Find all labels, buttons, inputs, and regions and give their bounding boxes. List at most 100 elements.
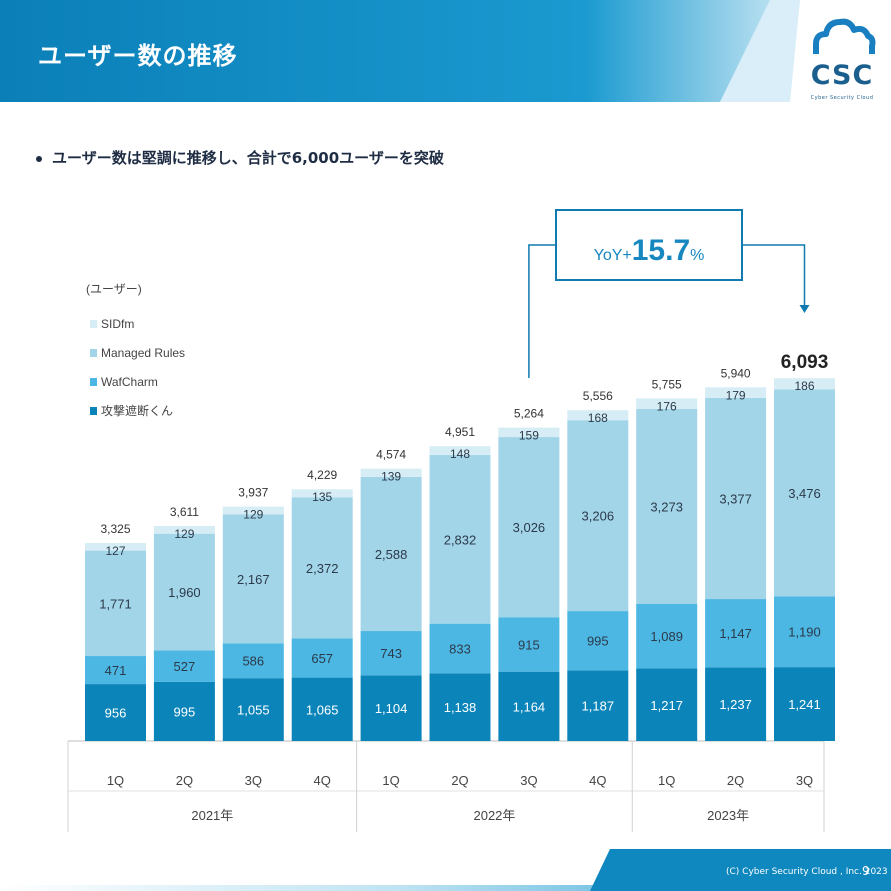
data-label-wafcharm: 833 bbox=[449, 641, 471, 656]
total-label: 5,264 bbox=[514, 407, 544, 421]
bar-segment-sidfm bbox=[85, 543, 146, 551]
data-label-sidfm: 127 bbox=[105, 544, 125, 558]
bar-segment-attack-block bbox=[360, 675, 422, 741]
legend-unit-label: (ユーザー) bbox=[86, 282, 142, 296]
total-label: 3,325 bbox=[100, 522, 130, 536]
bar-segment-sidfm bbox=[222, 506, 284, 515]
x-tick-label: 1Q bbox=[382, 773, 399, 788]
x-tick-label: 3Q bbox=[520, 773, 537, 788]
legend-item-label: 攻撃遮断くん bbox=[101, 403, 173, 418]
data-label-wafcharm: 743 bbox=[380, 646, 402, 661]
data-label-sidfm: 135 bbox=[312, 490, 332, 504]
data-label-attack-block: 1,104 bbox=[375, 701, 408, 716]
data-label-wafcharm: 1,190 bbox=[788, 625, 821, 640]
data-label-managed-rules: 2,588 bbox=[375, 547, 408, 562]
data-label-wafcharm: 586 bbox=[242, 654, 264, 669]
total-label: 3,937 bbox=[238, 486, 268, 500]
x-tick-label: 1Q bbox=[107, 773, 124, 788]
data-label-wafcharm: 915 bbox=[518, 637, 540, 652]
bar-segment-managed-rules bbox=[85, 550, 146, 657]
bar-segment-attack-block bbox=[222, 678, 284, 741]
bar-segment-managed-rules bbox=[291, 497, 353, 639]
data-label-attack-block: 1,241 bbox=[788, 697, 821, 712]
data-label-attack-block: 1,187 bbox=[582, 699, 615, 714]
bar-segment-managed-rules bbox=[567, 420, 629, 612]
data-label-managed-rules: 3,476 bbox=[788, 486, 821, 501]
yoy-arrow-icon bbox=[799, 305, 810, 313]
bar-segment-sidfm bbox=[153, 526, 215, 534]
legend-swatch bbox=[90, 320, 97, 328]
bar-segment-managed-rules bbox=[705, 397, 767, 600]
year-group-label: 2022年 bbox=[473, 808, 515, 823]
data-label-wafcharm: 995 bbox=[587, 634, 609, 649]
bar-segment-attack-block bbox=[291, 677, 353, 741]
bar-segment-wafcharm bbox=[291, 638, 353, 678]
bar-segment-sidfm bbox=[360, 468, 422, 477]
copyright-text: (C) Cyber Security Cloud , Inc. 2023 bbox=[726, 867, 888, 877]
bullet-text: ユーザー数は堅調に推移し、合計で6,000ユーザーを突破 bbox=[52, 149, 444, 167]
x-tick-label: 2Q bbox=[176, 773, 193, 788]
data-label-attack-block: 956 bbox=[105, 706, 127, 721]
yoy-box bbox=[555, 209, 743, 281]
bar-segment-wafcharm bbox=[567, 611, 629, 671]
bullet-point: ユーザー数は堅調に推移し、合計で6,000ユーザーを突破 bbox=[36, 147, 444, 168]
bar-segment-wafcharm bbox=[360, 631, 422, 676]
data-label-sidfm: 139 bbox=[381, 470, 401, 484]
data-label-wafcharm: 471 bbox=[105, 663, 127, 678]
bar-segment-wafcharm bbox=[498, 617, 560, 672]
logo-subtext: Cyber Security Cloud bbox=[810, 95, 874, 101]
total-label: 5,940 bbox=[721, 366, 751, 380]
bar-segment-attack-block bbox=[774, 667, 835, 741]
logo-text: CSC bbox=[810, 60, 874, 91]
footer-bar bbox=[0, 849, 891, 891]
bar-segment-attack-block bbox=[153, 681, 215, 741]
x-tick-label: 2Q bbox=[727, 773, 744, 788]
data-label-managed-rules: 2,372 bbox=[306, 561, 339, 576]
data-label-attack-block: 1,217 bbox=[650, 698, 683, 713]
data-label-managed-rules: 3,026 bbox=[513, 520, 546, 535]
data-label-sidfm: 129 bbox=[174, 527, 194, 541]
bar-segment-wafcharm bbox=[429, 623, 491, 674]
data-label-managed-rules: 3,273 bbox=[650, 499, 683, 514]
data-label-managed-rules: 3,377 bbox=[719, 492, 752, 507]
data-label-sidfm: 176 bbox=[657, 399, 677, 413]
data-label-managed-rules: 2,167 bbox=[237, 572, 270, 587]
yoy-connector-line bbox=[742, 244, 806, 305]
data-label-managed-rules: 2,832 bbox=[444, 532, 477, 547]
bar-segment-attack-block bbox=[498, 671, 560, 741]
bar-segment-sidfm bbox=[567, 410, 629, 421]
bar-segment-attack-block bbox=[429, 673, 491, 741]
total-label: 5,755 bbox=[652, 377, 682, 391]
header-banner: ユーザー数の推移 CSC Cyber Security Cloud bbox=[0, 0, 891, 102]
bar-segment-managed-rules bbox=[498, 437, 560, 618]
bar-segment-managed-rules bbox=[774, 389, 835, 597]
page-number: 9 bbox=[862, 864, 870, 878]
legend-item-label: SIDfm bbox=[101, 317, 134, 331]
data-label-attack-block: 1,065 bbox=[306, 702, 339, 717]
bar-segment-wafcharm bbox=[153, 650, 215, 682]
data-label-wafcharm: 527 bbox=[174, 659, 196, 674]
total-label: 5,556 bbox=[583, 389, 613, 403]
bar-segment-sidfm bbox=[498, 427, 560, 438]
bar-segment-wafcharm bbox=[705, 599, 767, 668]
data-label-sidfm: 148 bbox=[450, 447, 470, 461]
bar-segment-wafcharm bbox=[636, 603, 698, 669]
data-label-attack-block: 1,164 bbox=[513, 699, 546, 714]
data-label-sidfm: 179 bbox=[726, 388, 746, 402]
data-label-wafcharm: 1,147 bbox=[719, 626, 752, 641]
yoy-connector-line bbox=[528, 244, 556, 378]
bar-segment-managed-rules bbox=[636, 408, 698, 604]
x-tick-label: 4Q bbox=[589, 773, 606, 788]
data-label-managed-rules: 3,206 bbox=[582, 509, 615, 524]
x-tick-label: 1Q bbox=[658, 773, 675, 788]
data-label-attack-block: 995 bbox=[174, 704, 196, 719]
bar-segment-wafcharm bbox=[85, 656, 146, 685]
year-group-label: 2021年 bbox=[191, 808, 233, 823]
data-label-wafcharm: 1,089 bbox=[650, 629, 683, 644]
year-group-label: 2023年 bbox=[707, 808, 749, 823]
bar-segment-managed-rules bbox=[360, 476, 422, 632]
x-tick-label: 4Q bbox=[314, 773, 331, 788]
bar-segment-attack-block bbox=[705, 667, 767, 741]
legend-swatch bbox=[90, 407, 97, 415]
